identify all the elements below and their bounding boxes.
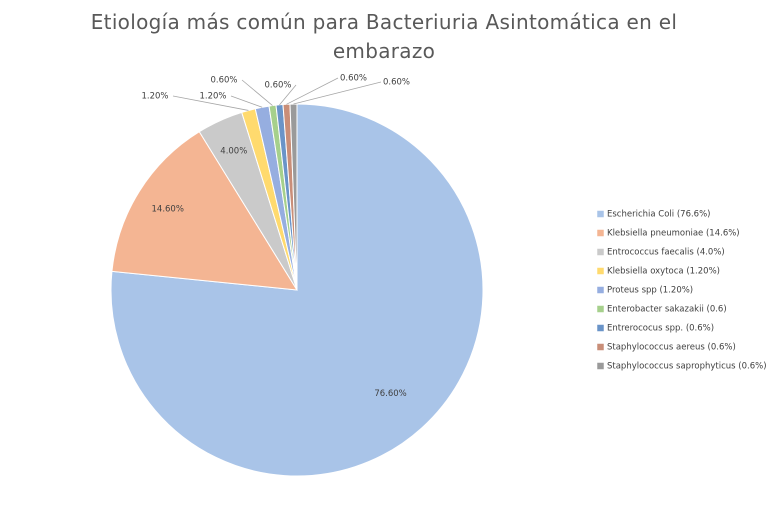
leader-line — [230, 95, 263, 108]
leader-line — [286, 77, 339, 105]
legend-label: Klebsiella pneumoniae (14.6%) — [607, 229, 740, 239]
data-label: 0.60% — [383, 78, 410, 88]
legend-swatch — [596, 286, 605, 294]
legend-swatch — [596, 248, 605, 256]
data-label: 0.60% — [210, 76, 237, 86]
data-label: 76.60% — [374, 389, 406, 399]
legend-label: Entrerococus spp. (0.6%) — [607, 324, 714, 334]
legend-label: Escherichia Coli (76.6%) — [607, 210, 710, 220]
legend-swatch — [596, 229, 605, 237]
legend-label: Klebsiella oxytoca (1.20%) — [607, 267, 720, 277]
data-label: 1.20% — [199, 92, 226, 102]
data-label: 0.60% — [340, 74, 367, 84]
legend-swatch — [596, 324, 605, 332]
legend-label: Entrococcus faecalis (4.0%) — [607, 248, 725, 258]
data-label: 4.00% — [220, 147, 247, 157]
legend-swatch — [596, 343, 605, 351]
data-label: 0.60% — [264, 81, 291, 91]
legend-swatch — [596, 362, 605, 370]
legend-label: Proteus spp (1.20%) — [607, 286, 693, 296]
legend-label: Staphylococcus saprophyticus (0.6%) — [607, 362, 767, 372]
leader-line — [293, 81, 382, 105]
legend-swatch — [596, 267, 605, 275]
leader-line — [279, 84, 297, 106]
legend-label: Enterobacter sakazakii (0.6) — [607, 305, 727, 315]
data-label: 1.20% — [141, 92, 168, 102]
chart-title: Etiología más común para Bacteriuria Asi… — [90, 10, 678, 63]
pie-slice — [111, 131, 298, 291]
leader-line — [172, 95, 249, 111]
legend-label: Staphylococcus aereus (0.6%) — [607, 343, 736, 353]
legend-swatch — [596, 305, 605, 313]
data-label: 14.60% — [152, 205, 184, 215]
legend-swatch — [596, 210, 605, 218]
leader-line — [241, 79, 273, 106]
